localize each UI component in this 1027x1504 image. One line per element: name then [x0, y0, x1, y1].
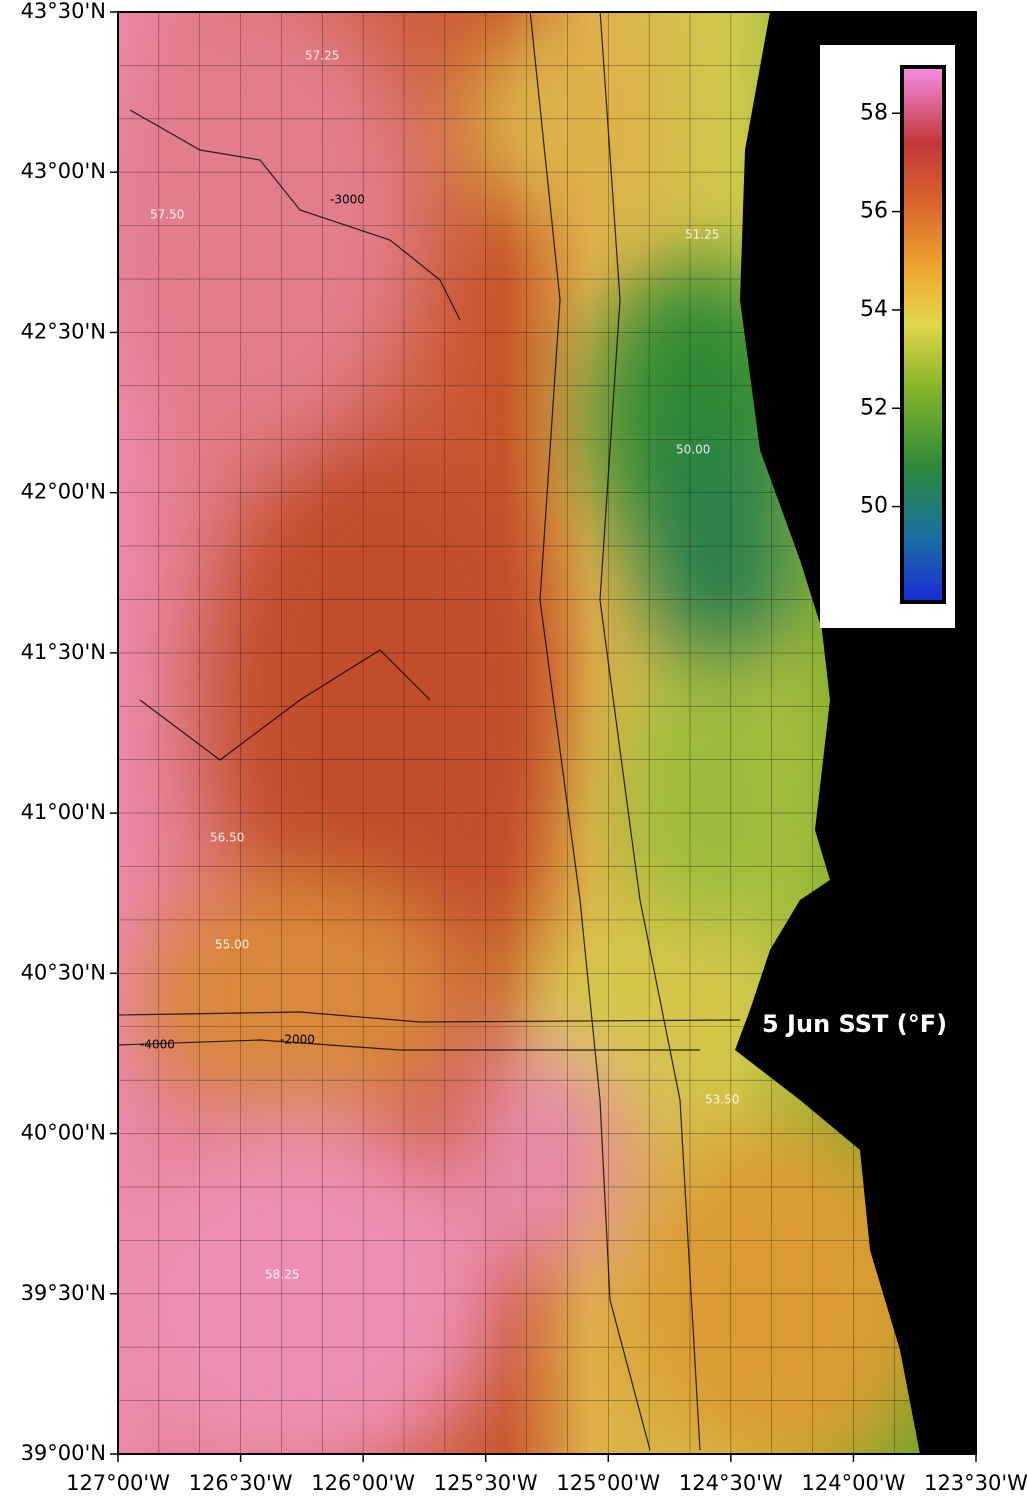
colorbar-label: 50 — [860, 494, 888, 519]
colorbar-label: 58 — [860, 100, 888, 125]
contour-label: 58.25 — [265, 1268, 299, 1282]
lat-label: 43°30'N — [21, 0, 106, 23]
lon-label: 126°30'W — [189, 1471, 293, 1495]
contour-label: -4000 — [140, 1038, 175, 1052]
contour-label: -2000 — [280, 1033, 315, 1047]
lat-label: 40°30'N — [21, 960, 106, 984]
lat-label: 40°00'N — [21, 1121, 106, 1145]
lat-label: 42°00'N — [21, 480, 106, 504]
colorbar-label: 52 — [860, 395, 888, 420]
lon-label: 124°30'W — [679, 1471, 783, 1495]
lat-label: 43°00'N — [21, 159, 106, 183]
lat-label: 42°30'N — [21, 319, 106, 343]
lat-label: 41°30'N — [21, 640, 106, 664]
contour-label: 57.25 — [305, 49, 339, 63]
colorbar: 50 52 54 56 58 — [820, 45, 955, 628]
lat-label: 41°00'N — [21, 800, 106, 824]
lat-label: 39°00'N — [21, 1441, 106, 1465]
contour-label: 55.00 — [215, 938, 249, 952]
lon-label: 123°30'W — [924, 1471, 1027, 1495]
lat-label: 39°30'N — [21, 1281, 106, 1305]
contour-label: 51.25 — [685, 228, 719, 242]
graticule — [118, 12, 976, 1454]
contour-label: 57.50 — [150, 208, 184, 222]
lon-label: 125°30'W — [434, 1471, 538, 1495]
contour-label: 56.50 — [210, 831, 244, 845]
map-title: 5 Jun SST (°F) — [762, 1010, 947, 1038]
colorbar-label: 56 — [860, 199, 888, 224]
lon-label: 125°00'W — [556, 1471, 660, 1495]
contour-label: 50.00 — [676, 443, 710, 457]
lon-label: 126°00'W — [311, 1471, 415, 1495]
lon-label: 127°00'W — [66, 1471, 170, 1495]
contour-label: -3000 — [330, 193, 365, 207]
contour-label: 53.50 — [705, 1093, 739, 1107]
colorbar-label: 54 — [860, 297, 888, 322]
colorbar-ramp — [904, 69, 942, 600]
lon-label: 124°00'W — [802, 1471, 906, 1495]
map-frame — [117, 11, 977, 1455]
